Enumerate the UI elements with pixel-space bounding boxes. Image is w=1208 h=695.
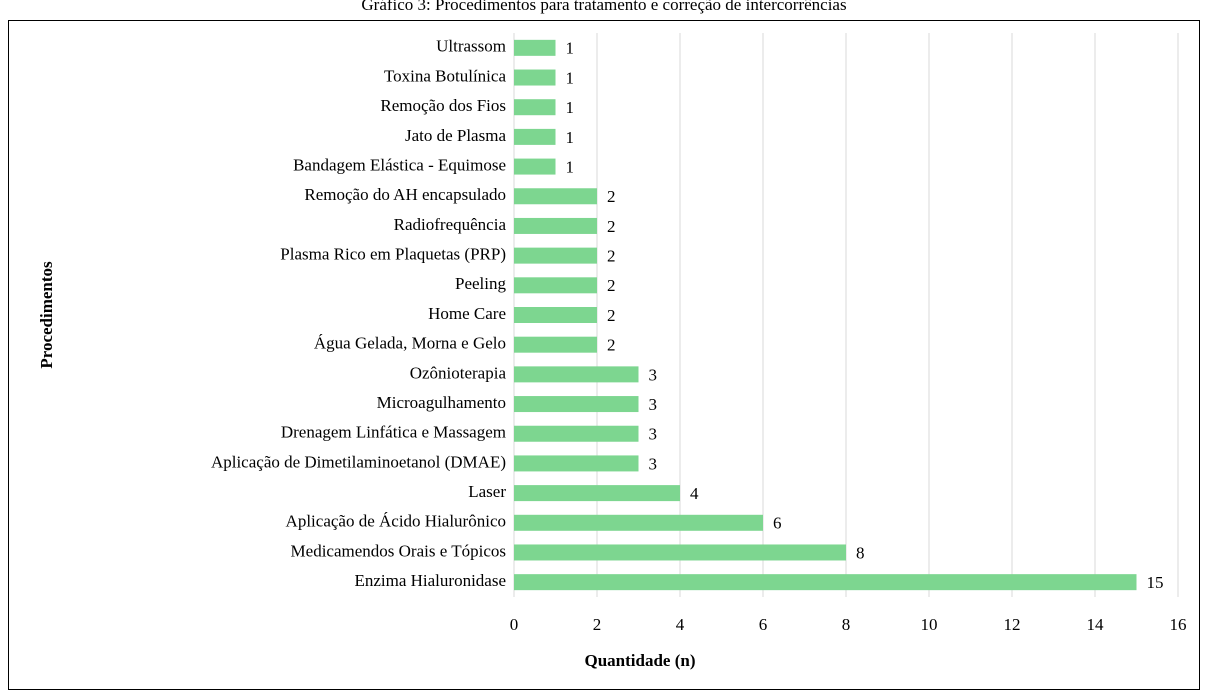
y-tick-label: Medicamendos Orais e Tópicos bbox=[291, 541, 506, 560]
data-label: 1 bbox=[566, 98, 575, 117]
y-tick-label: Bandagem Elástica - Equimose bbox=[293, 155, 506, 174]
y-tick-label: Radiofrequência bbox=[394, 215, 507, 234]
bar bbox=[514, 336, 597, 353]
bar bbox=[514, 307, 597, 323]
y-tick-label: Home Care bbox=[428, 304, 506, 323]
data-label: 2 bbox=[607, 276, 616, 295]
data-label: 2 bbox=[607, 247, 616, 266]
y-tick-label: Remoção do AH encapsulado bbox=[304, 185, 506, 204]
y-tick-label: Ozônioterapia bbox=[410, 363, 507, 382]
y-tick-label: Peeling bbox=[455, 274, 506, 293]
x-tick-label: 16 bbox=[1170, 615, 1187, 634]
bar bbox=[514, 574, 1137, 591]
bar bbox=[514, 39, 556, 56]
data-label: 4 bbox=[690, 484, 699, 503]
x-axis-label: Quantidade (n) bbox=[585, 651, 696, 670]
data-label: 2 bbox=[607, 217, 616, 236]
y-axis-label: Procedimentos bbox=[37, 261, 56, 369]
y-tick-label: Aplicação de Dimetilaminoetanol (DMAE) bbox=[211, 452, 506, 471]
data-label: 1 bbox=[566, 157, 575, 176]
data-label: 2 bbox=[607, 306, 616, 325]
data-label: 3 bbox=[649, 395, 658, 414]
bar bbox=[514, 69, 556, 86]
data-label: 15 bbox=[1147, 573, 1164, 592]
x-tick-label: 12 bbox=[1004, 615, 1021, 634]
x-tick-label: 6 bbox=[759, 615, 768, 634]
data-label: 2 bbox=[607, 187, 616, 206]
bar bbox=[514, 158, 556, 175]
bar bbox=[514, 99, 556, 116]
x-tick-label: 14 bbox=[1087, 615, 1105, 634]
bar bbox=[514, 247, 597, 264]
bar bbox=[514, 217, 597, 234]
bar bbox=[514, 455, 639, 472]
chart-title: Gráfico 3: Procedimentos para tratamento… bbox=[361, 0, 846, 14]
bar bbox=[514, 366, 639, 383]
y-tick-label: Remoção dos Fios bbox=[380, 96, 506, 115]
data-label: 3 bbox=[649, 454, 658, 473]
data-label: 2 bbox=[607, 336, 616, 355]
y-tick-label: Plasma Rico em Plaquetas (PRP) bbox=[280, 245, 506, 264]
y-tick-label: Ultrassom bbox=[436, 37, 506, 56]
y-tick-label: Drenagem Linfática e Massagem bbox=[281, 423, 506, 442]
bar bbox=[514, 277, 597, 294]
bar bbox=[514, 396, 639, 413]
bar bbox=[514, 485, 680, 502]
x-tick-label: 8 bbox=[842, 615, 851, 634]
data-label: 1 bbox=[566, 39, 575, 58]
bar bbox=[514, 544, 846, 561]
x-tick-label: 2 bbox=[593, 615, 602, 634]
data-label: 1 bbox=[566, 128, 575, 147]
data-label: 8 bbox=[856, 543, 865, 562]
data-label: 3 bbox=[649, 365, 658, 384]
bar bbox=[514, 514, 763, 531]
y-tick-label: Enzima Hialuronidase bbox=[354, 571, 506, 590]
x-tick-label: 10 bbox=[921, 615, 938, 634]
bar bbox=[514, 128, 556, 145]
y-tick-label: Microagulhamento bbox=[377, 393, 506, 412]
data-label: 3 bbox=[649, 425, 658, 444]
data-label: 6 bbox=[773, 514, 782, 533]
bar bbox=[514, 188, 597, 205]
y-tick-label: Toxina Botulínica bbox=[384, 66, 506, 85]
bar bbox=[514, 425, 639, 442]
data-label: 1 bbox=[566, 68, 575, 87]
x-tick-label: 0 bbox=[510, 615, 519, 634]
y-tick-label: Aplicação de Ácido Hialurônico bbox=[286, 512, 506, 531]
y-tick-label: Laser bbox=[468, 482, 506, 501]
y-tick-label: Água Gelada, Morna e Gelo bbox=[314, 334, 506, 353]
chart-frame bbox=[8, 20, 1200, 690]
x-tick-label: 4 bbox=[676, 615, 685, 634]
y-tick-label: Jato de Plasma bbox=[405, 126, 506, 145]
